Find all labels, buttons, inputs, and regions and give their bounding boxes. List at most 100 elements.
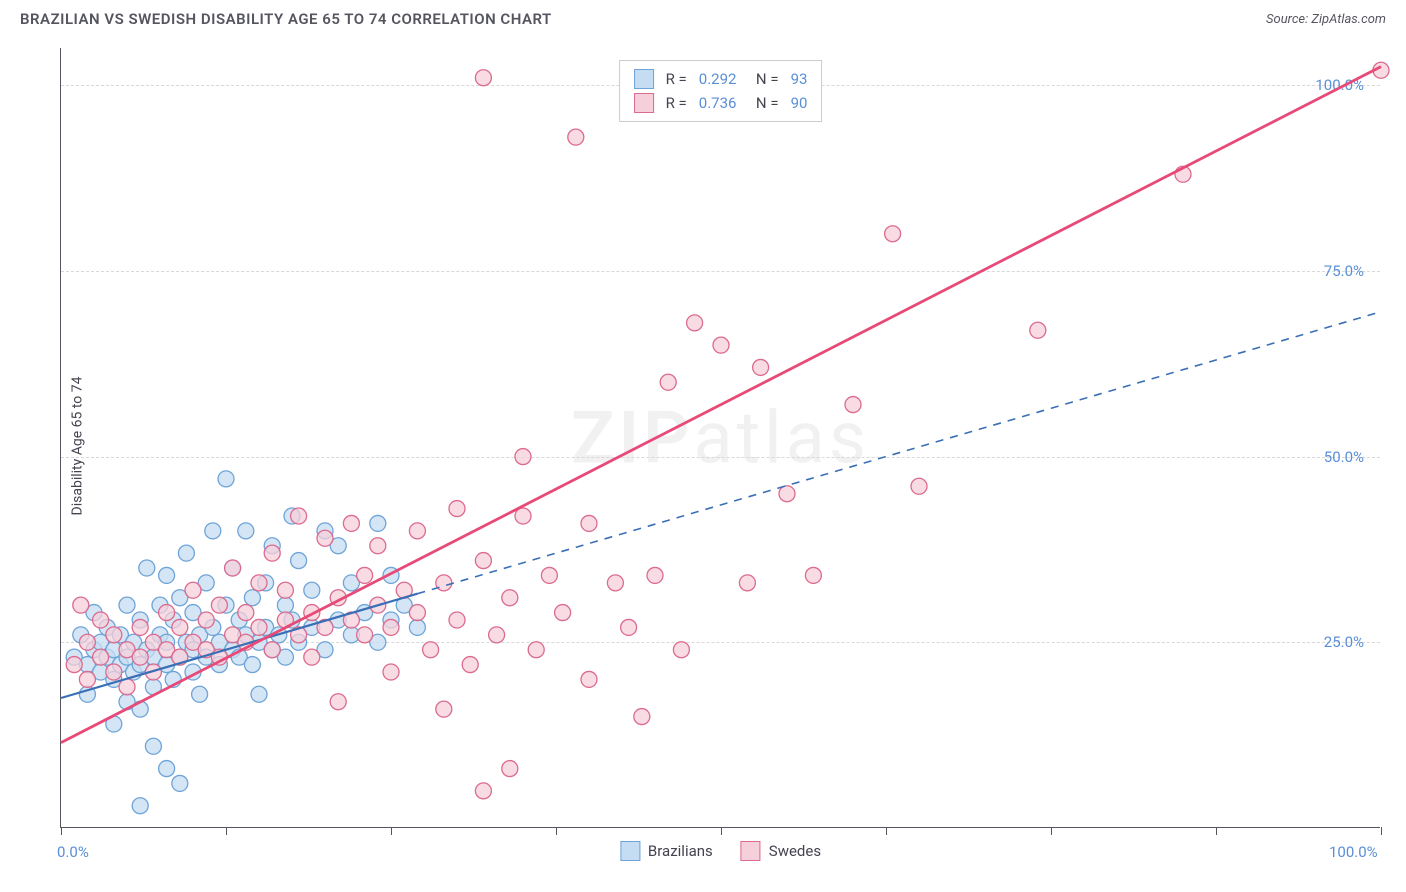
data-point (357, 627, 373, 643)
data-point (106, 664, 122, 680)
data-point (238, 523, 254, 539)
data-point (304, 582, 320, 598)
data-point (277, 597, 293, 613)
data-point (673, 642, 689, 658)
swatch-brazilians-icon (620, 841, 640, 861)
data-point (264, 545, 280, 561)
correlation-legend: R = 0.292 N = 93 R = 0.736 N = 90 (619, 60, 823, 122)
data-point (370, 538, 386, 554)
data-point (885, 226, 901, 242)
data-point (291, 553, 307, 569)
data-point (79, 634, 95, 650)
data-point (132, 798, 148, 814)
data-point (172, 775, 188, 791)
data-point (581, 515, 597, 531)
data-point (383, 664, 399, 680)
data-point (251, 575, 267, 591)
data-point (660, 374, 676, 390)
data-point (475, 70, 491, 86)
data-point (449, 501, 465, 517)
data-point (1030, 322, 1046, 338)
data-point (132, 619, 148, 635)
data-point (211, 597, 227, 613)
data-point (317, 530, 333, 546)
r-label: R = (666, 94, 687, 112)
data-point (93, 612, 109, 628)
data-point (264, 642, 280, 658)
data-point (139, 560, 155, 576)
data-point (370, 515, 386, 531)
data-point (475, 783, 491, 799)
data-point (423, 642, 439, 658)
data-point (357, 567, 373, 583)
legend-row-brazilians: R = 0.292 N = 93 (634, 67, 808, 91)
data-point (159, 761, 175, 777)
data-point (251, 686, 267, 702)
data-point (581, 671, 597, 687)
data-point (845, 397, 861, 413)
data-point (73, 597, 89, 613)
legend-label-brazilians: Brazilians (648, 842, 713, 860)
x-tick-label: 100.0% (1329, 843, 1378, 861)
data-point (409, 523, 425, 539)
regression-line-dashed (417, 312, 1381, 594)
data-point (304, 649, 320, 665)
series-legend: Brazilians Swedes (620, 841, 821, 861)
n-label: N = (748, 70, 778, 88)
data-point (198, 612, 214, 628)
data-point (205, 523, 221, 539)
data-point (238, 605, 254, 621)
data-point (515, 449, 531, 465)
data-point (106, 627, 122, 643)
swatch-brazilians (634, 69, 654, 89)
data-point (805, 567, 821, 583)
data-point (192, 686, 208, 702)
data-point (739, 575, 755, 591)
data-point (251, 619, 267, 635)
data-point (145, 738, 161, 754)
data-point (132, 649, 148, 665)
n-value-swedes: 90 (791, 94, 808, 112)
data-point (753, 359, 769, 375)
data-point (449, 612, 465, 628)
data-point (383, 619, 399, 635)
data-point (607, 575, 623, 591)
data-point (462, 657, 478, 673)
data-point (687, 315, 703, 331)
data-point (621, 619, 637, 635)
data-point (475, 553, 491, 569)
data-point (185, 582, 201, 598)
data-point (178, 545, 194, 561)
regression-line (61, 67, 1381, 743)
data-point (436, 701, 452, 717)
data-point (343, 515, 359, 531)
data-point (218, 471, 234, 487)
data-point (779, 486, 795, 502)
swatch-swedes (634, 93, 654, 113)
data-point (225, 560, 241, 576)
legend-label-swedes: Swedes (769, 842, 821, 860)
data-point (436, 575, 452, 591)
n-label: N = (748, 94, 778, 112)
data-point (159, 605, 175, 621)
chart-title: BRAZILIAN VS SWEDISH DISABILITY AGE 65 T… (20, 10, 552, 28)
data-point (244, 590, 260, 606)
data-point (555, 605, 571, 621)
data-point (713, 337, 729, 353)
data-point (528, 642, 544, 658)
data-point (277, 582, 293, 598)
legend-row-swedes: R = 0.736 N = 90 (634, 91, 808, 115)
source-label: Source: ZipAtlas.com (1266, 12, 1386, 27)
data-point (93, 649, 109, 665)
data-point (409, 605, 425, 621)
r-value-brazilians: 0.292 (699, 70, 737, 88)
data-point (79, 671, 95, 687)
data-point (409, 619, 425, 635)
data-point (159, 567, 175, 583)
data-point (291, 508, 307, 524)
legend-item-swedes: Swedes (741, 841, 821, 861)
data-point (489, 627, 505, 643)
data-point (541, 567, 557, 583)
data-point (244, 657, 260, 673)
data-point (502, 590, 518, 606)
